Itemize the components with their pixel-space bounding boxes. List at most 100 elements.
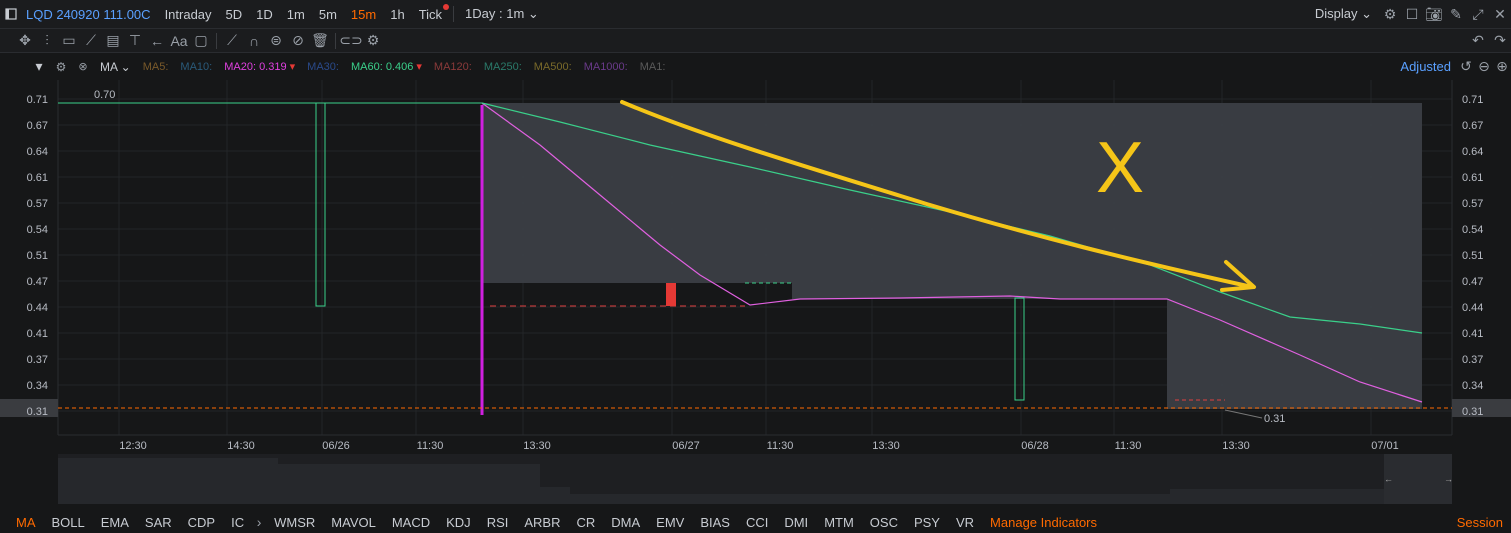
indicator-vr[interactable]: VR <box>955 514 975 530</box>
hide-drawing-icon[interactable]: ⊘ <box>292 32 304 48</box>
zoom-out-icon[interactable]: ⊖ <box>1478 58 1490 74</box>
indicator-bar: MA BOLL EMA SAR CDP IC › WMSR MAVOL MACD KDJ RSI A… <box>0 511 1511 533</box>
indicator-psy[interactable]: PSY <box>913 514 940 530</box>
fib-tool-icon[interactable]: ▤ <box>106 32 120 48</box>
reset-icon[interactable]: ↺ <box>1460 58 1472 74</box>
dropdown-arrow-icon[interactable]: ▾ <box>286 61 296 73</box>
indicator-boll[interactable]: BOLL <box>51 514 85 530</box>
display-dropdown[interactable]: Display ⌄ <box>1308 6 1379 22</box>
indicator-cdp[interactable]: CDP <box>187 514 216 530</box>
tab-5m[interactable]: 5m <box>318 6 337 22</box>
indicator-rsi[interactable]: RSI <box>486 514 509 530</box>
lock-drawing-icon[interactable]: ⊜ <box>270 32 282 48</box>
divider <box>453 6 455 22</box>
undo-icon[interactable]: ↶ <box>1472 32 1484 48</box>
indicator-arbr[interactable]: ARBR <box>524 514 561 530</box>
y-tick-left: 0.47 <box>27 276 48 288</box>
comment-tool-icon[interactable]: ▢ <box>194 32 208 48</box>
y-tick-right: 0.41 <box>1462 328 1483 340</box>
ma-legend-item[interactable]: MA500: <box>528 61 578 73</box>
navigator-right-handle-icon[interactable]: → <box>1444 474 1453 484</box>
move-crosshair-icon[interactable]: ✥ <box>19 32 31 48</box>
ma-legend-item[interactable]: MA1000: <box>578 61 634 73</box>
indicator-dma[interactable]: DMA <box>611 514 641 530</box>
indicator-cci[interactable]: CCI <box>745 514 769 530</box>
indicator-kdj[interactable]: KDJ <box>446 514 471 530</box>
manage-indicators-link[interactable]: Manage Indicators <box>990 514 1097 530</box>
ma-legend-item[interactable]: MA20: 0.319 ▾ <box>218 60 301 73</box>
tab-1h[interactable]: 1h <box>390 6 405 22</box>
tab-intraday[interactable]: Intraday <box>164 6 212 22</box>
rectangle-tool-icon[interactable]: ▭ <box>62 32 76 48</box>
ma-legend-item[interactable]: MA10: <box>174 61 218 73</box>
trend-line-tool-icon[interactable]: ⟋ <box>86 32 96 48</box>
indicator-dmi[interactable]: DMI <box>784 514 809 530</box>
tab-1m[interactable]: 1m <box>286 6 305 22</box>
left-axis-strip <box>0 80 58 435</box>
indicator-wmsr[interactable]: WMSR <box>274 514 316 530</box>
expand-icon[interactable]: ⤢ <box>1472 5 1484 22</box>
ruler-icon[interactable]: ⟋ <box>227 32 237 48</box>
measure-tool-icon[interactable]: ⊤ <box>128 32 142 48</box>
close-icon[interactable]: ✕ <box>1494 5 1506 22</box>
zoom-in-icon[interactable]: ⊕ <box>1496 58 1508 74</box>
drawing-toolbar: ✥ ⫶ ▭ ⟋ ▤ ⊤ ← Aa ▢ ⟋ ∩ ⊜ ⊘ 🗑︎ ⊂⊃ ⚙ ↶ ↷ <box>0 29 1511 53</box>
layout-square-icon[interactable]: ☐ <box>1405 5 1419 22</box>
pencil-icon[interactable]: ✎ <box>1450 5 1462 22</box>
y-tick-left: 0.51 <box>27 250 48 262</box>
arrow-tool-icon[interactable]: ← <box>150 32 164 49</box>
ma-legend-item[interactable]: MA120: <box>428 61 478 73</box>
tab-1d[interactable]: 1D <box>256 6 273 22</box>
ma-close-icon[interactable]: ⊗ <box>78 61 88 73</box>
magnet-icon[interactable]: ∩ <box>248 32 260 49</box>
navigator-window[interactable] <box>1384 454 1452 504</box>
sidebar-toggle-icon[interactable] <box>0 4 22 24</box>
divider <box>216 32 217 49</box>
collapse-toggle-icon[interactable]: ▾ <box>35 58 43 74</box>
text-tool-icon[interactable]: Aa <box>170 32 188 49</box>
period-select[interactable]: 1Day : 1m ⌄ <box>458 6 546 22</box>
ma-selector[interactable]: MA ⌄ <box>100 59 131 74</box>
indicator-bias[interactable]: BIAS <box>700 514 730 530</box>
indicator-ic[interactable]: IC <box>231 514 245 530</box>
camera-icon[interactable]: 📷︎ <box>1425 5 1443 22</box>
vertical-line-tool-icon[interactable]: ⫶ <box>45 32 49 48</box>
ma-settings-icon[interactable]: ⚙ <box>55 59 67 74</box>
indicator-ema[interactable]: EMA <box>100 514 129 530</box>
session-link[interactable]: Session <box>1456 514 1503 530</box>
settings-gear-icon[interactable]: ⚙ <box>1383 5 1397 22</box>
navigator-left-handle-icon[interactable]: ← <box>1384 474 1393 484</box>
trash-icon[interactable]: 🗑︎ <box>311 32 329 48</box>
indicator-macd[interactable]: MACD <box>391 514 431 530</box>
ma-legend-text: MA60: 0.406 <box>350 61 414 73</box>
y-tick-right: 0.57 <box>1462 198 1483 210</box>
ma-legend-item[interactable]: MA60: 0.406 ▾ <box>345 60 428 73</box>
ma-legend-item[interactable]: MA30: <box>301 61 345 73</box>
link-icon[interactable]: ⊂⊃ <box>339 32 363 48</box>
chevron-right-icon[interactable]: › <box>256 514 262 530</box>
price-chart[interactable]: X 0.70 0.31 0.71 0.67 0.64 0.61 0.57 0.54 0.51… <box>0 80 1511 510</box>
symbol-title[interactable]: LQD 240920 111.00C <box>26 6 151 22</box>
y-axis-left: 0.71 0.67 0.64 0.61 0.57 0.54 0.51 0.47 0.44 0.41… <box>27 94 48 418</box>
indicator-sar[interactable]: SAR <box>144 514 172 530</box>
adjusted-label[interactable]: Adjusted <box>1400 59 1451 74</box>
indicator-emv[interactable]: EMV <box>656 514 685 530</box>
ma-legend-item[interactable]: MA250: <box>478 61 528 73</box>
tab-15m[interactable]: 15m <box>350 6 377 22</box>
indicator-mtm[interactable]: MTM <box>824 514 854 530</box>
x-tick-label: 11:30 <box>417 440 444 452</box>
drawing-settings-icon[interactable]: ⚙ <box>366 32 380 48</box>
y-tick-left: 0.34 <box>27 380 48 392</box>
dropdown-arrow-icon[interactable]: ▾ <box>413 61 422 73</box>
indicator-cr[interactable]: CR <box>576 514 596 530</box>
tab-tick[interactable]: Tick <box>418 6 443 22</box>
redo-icon[interactable]: ↷ <box>1494 32 1506 48</box>
top-bar: LQD 240920 111.00C Intraday 5D 1D 1m 5m 15m 1h… <box>0 0 1511 29</box>
tab-5d[interactable]: 5D <box>225 6 243 22</box>
ma-legend-item[interactable]: MA5: <box>137 61 175 73</box>
navigator-area <box>58 458 1384 504</box>
indicator-mavol[interactable]: MAVOL <box>331 514 376 530</box>
indicator-ma[interactable]: MA <box>16 514 36 530</box>
ma-legend-item[interactable]: MA1: <box>634 61 672 73</box>
indicator-osc[interactable]: OSC <box>869 514 898 530</box>
